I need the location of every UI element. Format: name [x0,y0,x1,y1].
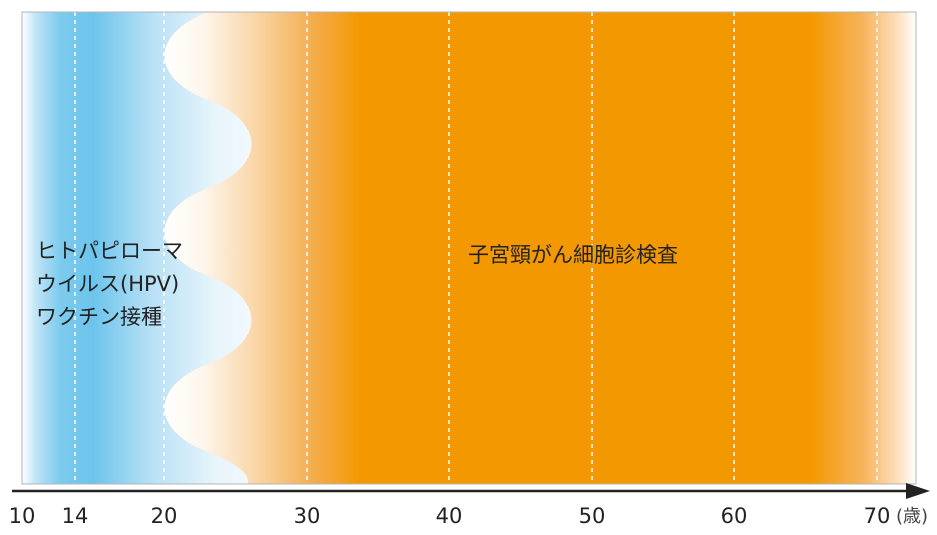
age-axis [12,483,930,499]
tick-label-40: 40 [436,504,463,528]
tick-label-30: 30 [294,504,321,528]
tick-label-10: 10 [9,504,36,528]
vaccine-label-line-1: ヒトパピローマ [36,239,183,263]
tick-label-70: 70 [864,504,891,528]
frame-border [21,11,917,485]
tick-label-14: 14 [62,504,89,528]
vaccine-label-line-3: ワクチン接種 [36,305,162,329]
tick-label-60: 60 [721,504,748,528]
tick-label-50: 50 [579,504,606,528]
vaccine-label-line-2: ウイルス(HPV) [36,272,179,296]
axis-unit-label: (歳) [896,506,928,527]
tick-labels: 10 14 20 30 40 50 60 70 (歳) [9,504,928,528]
vaccine-zone-label: ヒトパピローマ ウイルス(HPV) ワクチン接種 [36,239,190,329]
gridlines [74,12,878,484]
screening-zone-label: 子宮頸がん細胞診検査 [468,243,678,267]
screening-zone-area [164,12,916,484]
tick-label-20: 20 [151,504,178,528]
axis-arrow-icon [906,483,930,499]
